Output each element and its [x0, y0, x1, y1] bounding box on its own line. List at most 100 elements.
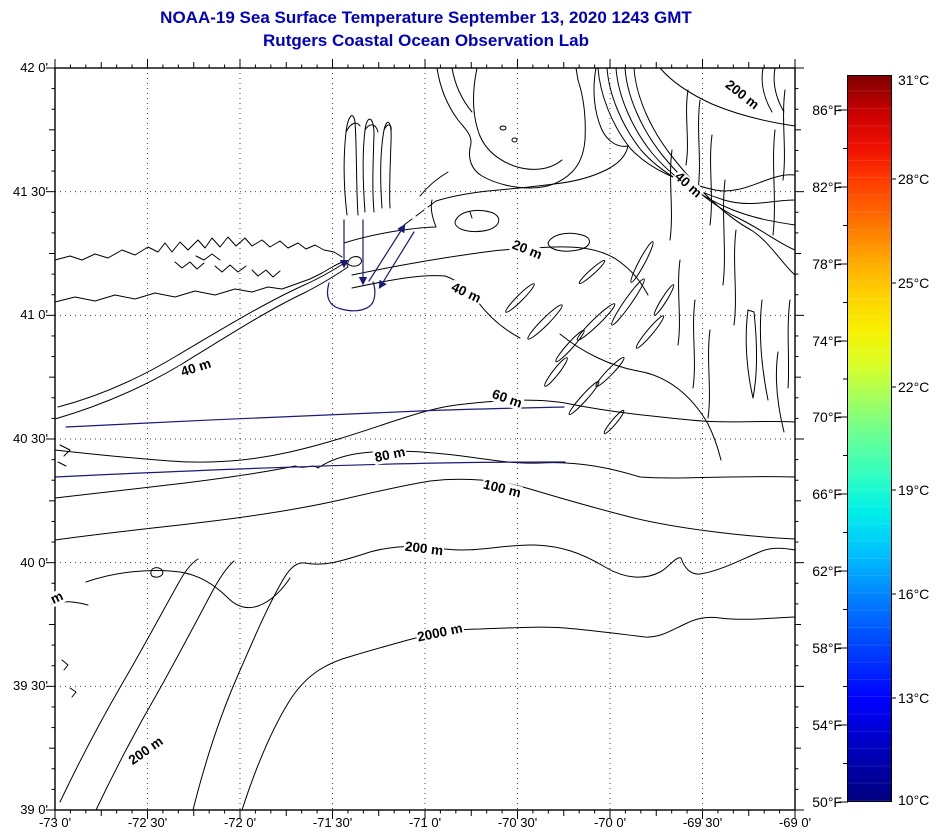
colorbar-fahrenheit-label: 82°F: [812, 179, 842, 195]
contour-detail: [61, 659, 77, 698]
contour-path: [559, 333, 722, 461]
coastline-path: [54, 260, 345, 303]
lon-tick-label: -71 30': [312, 815, 353, 830]
colorbar-fahrenheit-label: 78°F: [812, 256, 842, 272]
island-detail: [469, 211, 473, 219]
shoal-finger: [635, 315, 665, 349]
channel-squiggle: [709, 134, 713, 226]
contour-slope: [95, 560, 235, 811]
transect-line: [54, 461, 566, 478]
channel-squiggle: [759, 299, 769, 401]
graticule-grid: [55, 68, 795, 810]
lon-tick-label: -69 0': [778, 815, 812, 830]
shoal-finger: [630, 241, 654, 283]
colorbar-celsius-label: 16°C: [898, 586, 930, 602]
figure-subtitle: Rutgers Coastal Ocean Observation Lab: [263, 31, 589, 50]
transect-lines: [54, 219, 566, 478]
contour-detail: [57, 444, 71, 467]
figure-title: NOAA-19 Sea Surface Temperature Septembe…: [160, 8, 692, 27]
colorbar-fahrenheit-label: 66°F: [812, 486, 842, 502]
shoal-finger: [595, 356, 625, 388]
shoal-finger: [555, 329, 585, 363]
shoal-finger: [527, 304, 563, 340]
colorbar-fahrenheit-label: 50°F: [812, 794, 842, 810]
shoal-finger: [505, 283, 535, 313]
contour-slope: [59, 558, 199, 803]
colorbar-fahrenheit-label: 70°F: [812, 409, 842, 425]
bay-path: [343, 115, 359, 216]
contour-bundle: [597, 67, 796, 192]
colorbar-celsius-label: 22°C: [898, 379, 930, 395]
contour-bundle: [633, 67, 796, 276]
colorbar-celsius-label: 25°C: [898, 275, 930, 291]
channel-squiggle: [692, 299, 696, 389]
shoal-finger: [653, 284, 675, 316]
flow-loop: [326, 281, 376, 312]
coastline-path: [469, 67, 586, 189]
coastline-detail: [174, 261, 205, 270]
island-path: [454, 209, 500, 233]
bay-path: [362, 118, 375, 213]
lon-tick-label: -70 30': [497, 815, 538, 830]
colorbar-fahrenheit-label: 74°F: [812, 333, 842, 349]
bay-path: [380, 121, 392, 209]
channel-squiggle: [782, 89, 786, 181]
lon-tick-label: -73 0': [38, 815, 72, 830]
colorbar-gradient: [847, 75, 892, 802]
channel-squiggle: [697, 99, 701, 191]
coastline-detail: [251, 269, 281, 278]
coastline-path: [419, 171, 449, 197]
colorbar-fahrenheit-label: 58°F: [812, 640, 842, 656]
shoal-finger: [544, 357, 568, 387]
shoal-finger: [568, 381, 600, 415]
contour-bundle: [615, 67, 796, 226]
colorbar-celsius-label: 31°C: [898, 72, 930, 88]
lat-tick-label: 41 0': [20, 307, 48, 323]
coastline-path: [57, 261, 347, 408]
channel-squiggle: [733, 229, 737, 326]
coastline-path: [54, 261, 349, 420]
shoal-finger: [603, 409, 625, 435]
coastline-detail: [195, 253, 221, 261]
coastline-detail: [214, 264, 247, 273]
coastline-path: [473, 67, 563, 170]
lat-tick-label: 41 30': [12, 183, 48, 199]
colorbar-fahrenheit-label: 62°F: [812, 563, 842, 579]
axis-ticks: [46, 59, 804, 819]
shoal-finger: [611, 278, 645, 326]
lat-tick-label: 39 30': [12, 678, 48, 694]
flow-arrow: [378, 231, 415, 290]
lon-tick-label: -71 0': [408, 815, 442, 830]
channel-squiggle: [707, 329, 711, 419]
channel-squiggle: [677, 259, 681, 346]
coastline-path: [343, 199, 437, 244]
channel-squiggle: [685, 89, 689, 166]
lon-tick-label: -72 30': [127, 815, 168, 830]
lat-tick-label: 42 0': [20, 60, 48, 75]
contour-40m: [351, 275, 521, 339]
lon-tick-label: -70 0': [593, 815, 627, 830]
contour-200m-ne: [659, 67, 796, 127]
shoal-finger: [578, 259, 606, 285]
flow-arrow: [368, 223, 406, 282]
contour-detail: [150, 567, 164, 578]
island-path: [347, 256, 362, 267]
lon-tick-label: -69 30': [682, 815, 723, 830]
bay-detail: [345, 122, 392, 133]
channel-squiggle: [761, 67, 785, 113]
colorbar-celsius-label: 28°C: [898, 171, 930, 187]
island-path: [547, 232, 590, 252]
colorbar-celsius-label: 10°C: [898, 792, 930, 808]
contour-path: [85, 570, 291, 609]
transect-line: [65, 406, 565, 428]
channel-squiggle: [787, 299, 791, 389]
lat-tick-label: 39 0': [20, 802, 48, 817]
colorbar-celsius-label: 19°C: [898, 482, 930, 498]
lat-tick-label: 40 30': [12, 431, 48, 446]
coastline-path: [435, 67, 629, 202]
channel-squiggle: [722, 179, 726, 286]
channel-squiggle: [772, 129, 776, 236]
contour-200m: [192, 544, 796, 811]
coastline-detail: [403, 200, 437, 226]
